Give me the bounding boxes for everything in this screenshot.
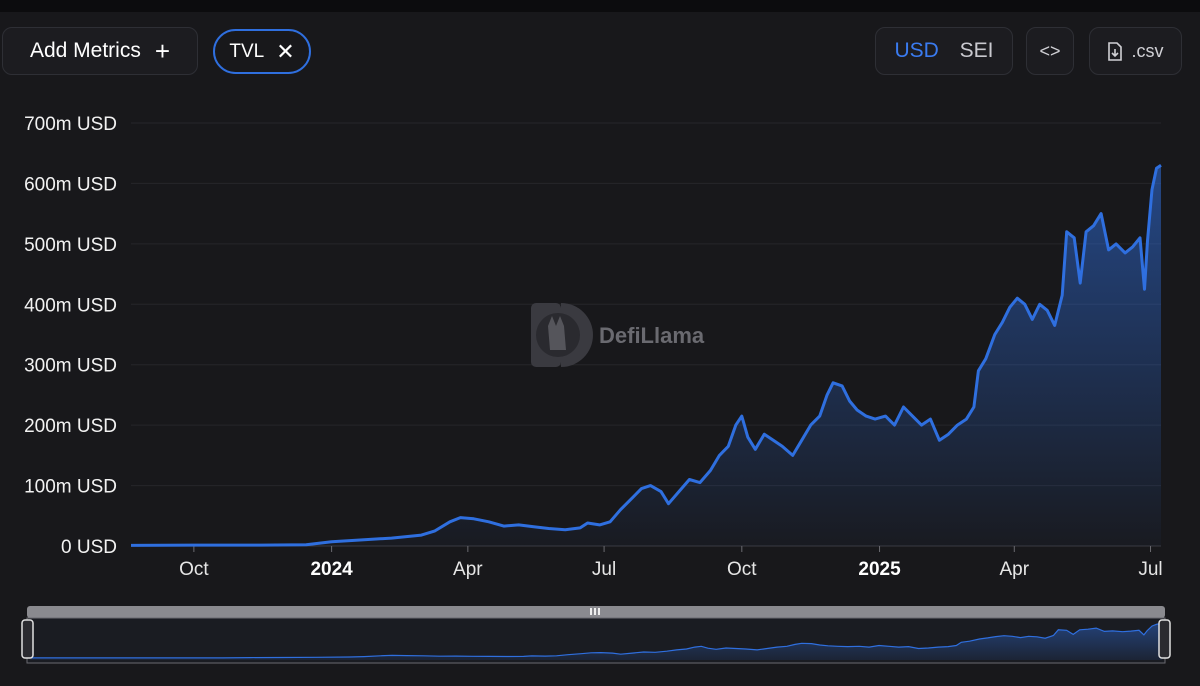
embed-code-button[interactable]: <>	[1026, 27, 1074, 75]
currency-usd-option[interactable]: USD	[894, 39, 939, 62]
range-start-handle[interactable]	[21, 619, 34, 659]
y-tick-label: 500m USD	[24, 235, 117, 256]
currency-sei-option[interactable]: SEI	[959, 39, 994, 62]
tvl-series	[130, 164, 1162, 547]
y-tick-label: 300m USD	[24, 356, 117, 377]
window-top-edge	[0, 0, 1200, 12]
plus-icon: +	[154, 36, 171, 66]
x-tick-label: Jul	[1138, 559, 1162, 580]
drag-grip-icon	[598, 608, 600, 615]
x-tick-label: Oct	[727, 559, 757, 580]
download-file-icon	[1108, 41, 1123, 61]
x-axis: Oct 2024 Apr Jul Oct 2025 Apr Jul	[179, 546, 1163, 580]
y-tick-label: 400m USD	[24, 295, 117, 316]
x-tick-label: Apr	[999, 559, 1029, 580]
drag-grip-icon	[590, 608, 592, 615]
code-brackets-icon: <>	[1039, 40, 1061, 61]
y-tick-label: 100m USD	[24, 477, 117, 498]
range-selector[interactable]	[21, 606, 1171, 664]
tvl-metric-chip[interactable]: TVL ✕	[213, 29, 311, 74]
y-axis: 0 USD 100m USD 200m USD 300m USD 400m USD 500…	[24, 114, 117, 558]
y-tick-label: 0 USD	[61, 537, 117, 558]
watermark: DefiLlama	[531, 303, 705, 367]
x-tick-label: 2024	[310, 559, 353, 580]
tvl-area	[131, 165, 1161, 547]
tvl-chip-label: TVL	[229, 40, 265, 62]
watermark-text: DefiLlama	[599, 323, 705, 348]
x-tick-label: Oct	[179, 559, 209, 580]
add-metrics-button[interactable]: Add Metrics +	[2, 27, 198, 75]
tvl-line	[130, 164, 1162, 547]
download-csv-button[interactable]: .csv	[1089, 27, 1182, 75]
csv-label: .csv	[1131, 40, 1164, 61]
llama-logo-icon	[531, 303, 593, 367]
range-end-handle[interactable]	[1158, 619, 1171, 659]
x-tick-label: Jul	[592, 559, 616, 580]
range-preview-area	[30, 623, 1162, 660]
currency-toggle[interactable]: USD SEI	[875, 27, 1013, 75]
drag-grip-icon	[594, 608, 596, 615]
close-icon[interactable]: ✕	[276, 38, 295, 64]
y-tick-label: 700m USD	[24, 114, 117, 135]
y-tick-label: 600m USD	[24, 174, 117, 195]
add-metrics-label: Add Metrics	[29, 39, 141, 62]
range-preview-line	[30, 623, 1163, 659]
x-tick-label: Apr	[453, 559, 483, 580]
x-tick-label: 2025	[858, 559, 901, 580]
y-tick-label: 200m USD	[24, 416, 117, 437]
